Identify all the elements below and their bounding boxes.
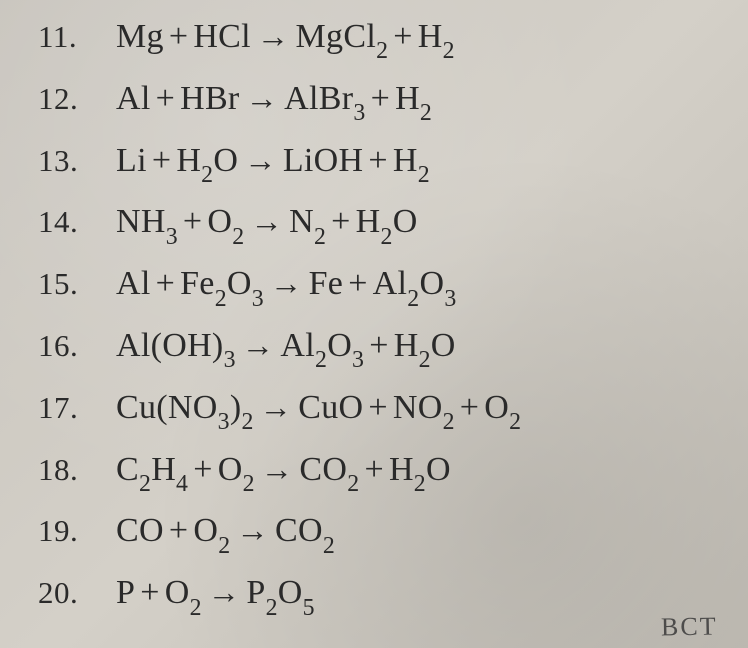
arrow-icon: →: [236, 512, 269, 549]
row-number: 14.: [38, 204, 116, 240]
equation-body: Cu(NO3)2→CuO+NO2+O2: [116, 389, 521, 433]
equation-row: 20.P+O2→P2O5: [38, 574, 748, 618]
species: CuO: [298, 389, 363, 426]
equation-body: P+O2→P2O5: [116, 574, 315, 618]
arrow-icon: →: [208, 574, 241, 611]
equation-body: CO+O2→CO2: [116, 512, 335, 556]
arrow-icon: →: [261, 451, 294, 488]
species: C2H4: [116, 451, 188, 488]
arrow-icon: →: [257, 18, 290, 55]
equation-body: C2H4+O2→CO2+H2O: [116, 451, 451, 495]
equation-body: Mg+HCl→MgCl2+H2: [116, 18, 455, 62]
species: H2: [393, 142, 430, 179]
species: CO2: [299, 451, 359, 488]
equation-body: Li+H2O→LiOH+H2: [116, 142, 430, 186]
species: P: [116, 574, 135, 611]
species: Fe: [309, 265, 344, 302]
species: O2: [193, 512, 230, 549]
arrow-icon: →: [260, 389, 293, 426]
equation-row: 17.Cu(NO3)2→CuO+NO2+O2: [38, 389, 748, 433]
species: H2O: [176, 142, 238, 179]
species: Al: [116, 265, 151, 302]
equation-row: 15.Al+Fe2O3→Fe+Al2O3: [38, 265, 748, 309]
arrow-icon: →: [270, 265, 303, 302]
species: CO2: [275, 512, 335, 549]
species: O2: [218, 451, 255, 488]
row-number: 19.: [38, 513, 116, 549]
species: Li: [116, 142, 147, 179]
species: Al: [116, 80, 151, 117]
row-number: 11.: [38, 19, 116, 55]
species: AlBr3: [284, 80, 365, 117]
species: Mg: [116, 18, 164, 55]
species: O2: [484, 389, 521, 426]
equation-row: 11.Mg+HCl→MgCl2+H2: [38, 18, 748, 62]
equation-body: Al(OH)3→Al2O3+H2O: [116, 327, 456, 371]
row-number: 20.: [38, 575, 116, 611]
arrow-icon: →: [250, 203, 283, 240]
species: O2: [165, 574, 202, 611]
equation-row: 19.CO+O2→CO2: [38, 512, 748, 556]
species: H2O: [389, 451, 451, 488]
species: H2O: [394, 327, 456, 364]
species: Al2O3: [373, 265, 457, 302]
equation-list: 11.Mg+HCl→MgCl2+H212.Al+HBr→AlBr3+H213.L…: [38, 18, 748, 618]
species: NH3: [116, 203, 178, 240]
equation-body: NH3+O2→N2+H2O: [116, 203, 418, 247]
row-number: 16.: [38, 328, 116, 364]
row-number: 15.: [38, 266, 116, 302]
equation-body: Al+HBr→AlBr3+H2: [116, 80, 432, 124]
species: MgCl2: [296, 18, 389, 55]
species: H2: [395, 80, 432, 117]
row-number: 12.: [38, 81, 116, 117]
species: Al(OH)3: [116, 327, 236, 364]
species: CO: [116, 512, 164, 549]
row-number: 18.: [38, 452, 116, 488]
arrow-icon: →: [244, 142, 277, 179]
species: N2: [289, 203, 326, 240]
equation-row: 12.Al+HBr→AlBr3+H2: [38, 80, 748, 124]
equation-body: Al+Fe2O3→Fe+Al2O3: [116, 265, 457, 309]
species: HBr: [180, 80, 239, 117]
species: P2O5: [246, 574, 314, 611]
species: O2: [207, 203, 244, 240]
species: H2: [418, 18, 455, 55]
species: LiOH: [283, 142, 364, 179]
equation-row: 18.C2H4+O2→CO2+H2O: [38, 451, 748, 495]
species: Al2O3: [280, 327, 364, 364]
equation-row: 16.Al(OH)3→Al2O3+H2O: [38, 327, 748, 371]
species: NO2: [393, 389, 455, 426]
species: H2O: [356, 203, 418, 240]
equation-row: 14.NH3+O2→N2+H2O: [38, 203, 748, 247]
row-number: 17.: [38, 390, 116, 426]
row-number: 13.: [38, 143, 116, 179]
species: Fe2O3: [180, 265, 264, 302]
arrow-icon: →: [242, 327, 275, 364]
species: HCl: [193, 18, 251, 55]
arrow-icon: →: [246, 80, 279, 117]
equation-row: 13.Li+H2O→LiOH+H2: [38, 142, 748, 186]
species: Cu(NO3)2: [116, 389, 254, 426]
